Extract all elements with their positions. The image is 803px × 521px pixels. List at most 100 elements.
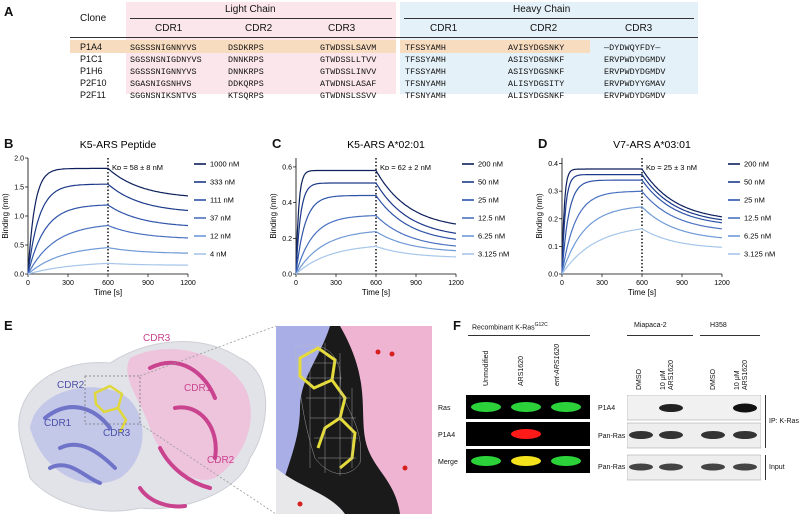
x-axis-label: Time [s] <box>628 288 656 297</box>
y-tick-label: 0.4 <box>282 200 292 207</box>
legend-label: 333 nM <box>210 178 235 187</box>
y-tick-label: 2.0 <box>14 156 24 163</box>
zoom-box <box>84 375 141 425</box>
table-cell: ASISYDGSNKF <box>508 67 565 77</box>
band-merge-ars1620 <box>511 456 541 466</box>
table-cell: SGSSSNIGNNYVS <box>130 67 197 77</box>
fluorescence-blots <box>466 395 590 473</box>
miapaca-rule <box>627 335 693 336</box>
y-axis-label: Binding (nm) <box>1 193 10 239</box>
label-cdr3-light: CDR3 <box>103 428 131 439</box>
legend-label: 3.125 nM <box>478 250 509 259</box>
table-cell: KTSQRPS <box>228 91 264 101</box>
light-chain-header: Light Chain <box>225 4 276 15</box>
band-input-panras <box>701 463 725 471</box>
table-cell: TFSNYAMH <box>405 79 447 89</box>
band-ip-p1a4-ars-2 <box>733 403 757 413</box>
western-blots <box>627 395 761 481</box>
table-row-clone: P2F10 <box>80 78 107 88</box>
cdr-header-h1: CDR1 <box>430 23 458 34</box>
panel-letter-e: E <box>4 318 13 333</box>
legend-label: 3.125 nM <box>744 250 775 259</box>
legend-label: 1000 nM <box>210 160 239 169</box>
chart-k5-ars-a0201: K5-ARS A*02:01 0 300 600 900 1200 0.0 0.2 0.4 0.6… <box>269 139 509 297</box>
series-line <box>561 174 723 275</box>
heavy-chain-surface <box>127 349 251 480</box>
band-ip-p1a4-ars-1 <box>659 404 683 412</box>
table-cell: DNNKRPS <box>228 55 264 65</box>
lane-label-ars1620: ARS1620 <box>518 356 525 386</box>
x-tick-label: 900 <box>676 280 688 287</box>
recombinant-title: Recombinant K-RasG12C <box>472 322 548 332</box>
legend-label: 50 nM <box>478 178 499 187</box>
y-tick-label: 0.0 <box>282 272 292 279</box>
legend-label: 6.25 nM <box>478 232 505 241</box>
h358-rule <box>700 335 760 336</box>
y-axis-label: Binding (nm) <box>535 193 544 239</box>
table-cell: TFSSYAMH <box>405 43 447 53</box>
table-row-clone: P2F11 <box>80 90 106 100</box>
table-cell: ATWDNSLASAF <box>320 79 377 89</box>
table-cell: GTWDSSLINVV <box>320 67 377 77</box>
x-axis-label: Time [s] <box>94 288 122 297</box>
ip-label: IP: K-Ras <box>769 418 799 425</box>
legend-label: 200 nM <box>744 160 769 169</box>
x-tick-label: 600 <box>370 280 382 287</box>
cdr-header-h3: CDR3 <box>625 23 653 34</box>
y-tick-label: 0.5 <box>14 243 24 250</box>
lane-label-ars-1: 10 μM ARS1620 <box>660 360 675 390</box>
row-label-ras: Ras <box>438 405 451 412</box>
table-cell: ASISYDGSNKF <box>508 55 565 65</box>
light-chain-rule <box>130 18 392 19</box>
kd-annotation: Kᴅ = 58 ± 8 nM <box>112 163 163 172</box>
table-cell: TFSSYAMH <box>405 67 447 77</box>
band-input-panras <box>659 463 683 471</box>
legend-label: 37 nM <box>210 214 231 223</box>
chart-k5-ars-peptide: K5-ARS Peptide 0 300 600 900 1200 0.0 0.5 1.0 1.5… <box>1 139 239 297</box>
table-cell: ERVPWDYDGMDV <box>604 91 666 101</box>
x-axis-label: Time [s] <box>362 288 390 297</box>
x-tick-label: 0 <box>294 280 298 287</box>
heavy-chain-ribbon <box>138 360 218 509</box>
water-molecule <box>375 349 381 355</box>
legend-label: 111 nM <box>210 196 234 205</box>
table-cell: ALISYDGSITY <box>508 79 565 89</box>
table-cell: DDKQRPS <box>228 79 264 89</box>
label-cdr1-light: CDR1 <box>44 418 72 429</box>
kd-annotation: Kᴅ = 62 ± 2 nM <box>380 163 431 172</box>
band-input-panras <box>629 463 653 471</box>
antibody-structure-figure <box>18 325 432 515</box>
row-label-p1a4: P1A4 <box>438 432 456 439</box>
band-ip-panras <box>629 431 653 439</box>
table-cell: DSDKRPS <box>228 43 264 53</box>
band-ras-ars1620 <box>511 402 541 412</box>
series-line <box>561 168 723 275</box>
table-cell: DNNKRPS <box>228 67 264 77</box>
table-cell: ERVPWDYDGMDV <box>604 67 666 77</box>
table-cell: GTWDSSLLTVV <box>320 55 377 65</box>
label-cdr3-heavy: CDR3 <box>143 333 171 344</box>
table-cell: SGASNIGSNHVS <box>130 79 192 89</box>
table-cell: TFSNYAMH <box>405 91 447 101</box>
label-cdr1-heavy: CDR1 <box>184 383 212 394</box>
band-ras-unmodified <box>471 402 501 412</box>
row-label-panras-ip: Pan-Ras <box>598 433 626 440</box>
x-tick-label: 300 <box>596 280 608 287</box>
series-line <box>295 230 457 275</box>
table-row-clone: P1H6 <box>80 66 103 76</box>
series-line <box>27 167 189 275</box>
group-label-miapaca: Miapaca-2 <box>634 322 667 329</box>
series-line <box>295 245 456 275</box>
y-tick-label: 1.0 <box>14 214 24 221</box>
panel-letter-d: D <box>538 136 548 151</box>
series-line <box>561 228 723 275</box>
row-label-panras-input: Pan-Ras <box>598 464 626 471</box>
chart-title: K5-ARS A*02:01 <box>347 139 425 151</box>
y-tick-label: 0.3 <box>548 189 558 196</box>
table-cell: TFSSYAMH <box>405 55 447 65</box>
lane-label-dmso-1: DMSO <box>636 369 643 390</box>
y-tick-label: 0.2 <box>548 216 558 223</box>
input-bracket <box>765 455 766 480</box>
x-tick-label: 300 <box>330 280 342 287</box>
row-label-merge: Merge <box>438 459 458 466</box>
